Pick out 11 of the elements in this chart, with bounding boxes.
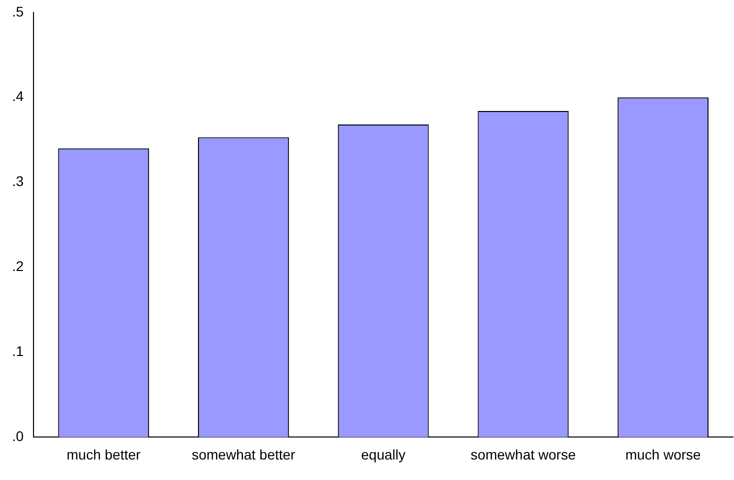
y-tick-label: .1 [12,343,24,360]
x-tick-label: much better [66,446,141,462]
y-tick-label: .5 [12,3,24,20]
y-tick-label: .2 [12,258,24,274]
x-tick-label: much worse [625,446,702,462]
x-tick-label: somewhat worse [470,446,576,462]
x-tick-label: equally [361,446,406,462]
y-tick-label: .0 [12,428,24,444]
y-tick-label: .3 [12,173,24,190]
x-tick-label: somewhat better [192,446,296,462]
y-tick-label: .4 [12,88,24,104]
